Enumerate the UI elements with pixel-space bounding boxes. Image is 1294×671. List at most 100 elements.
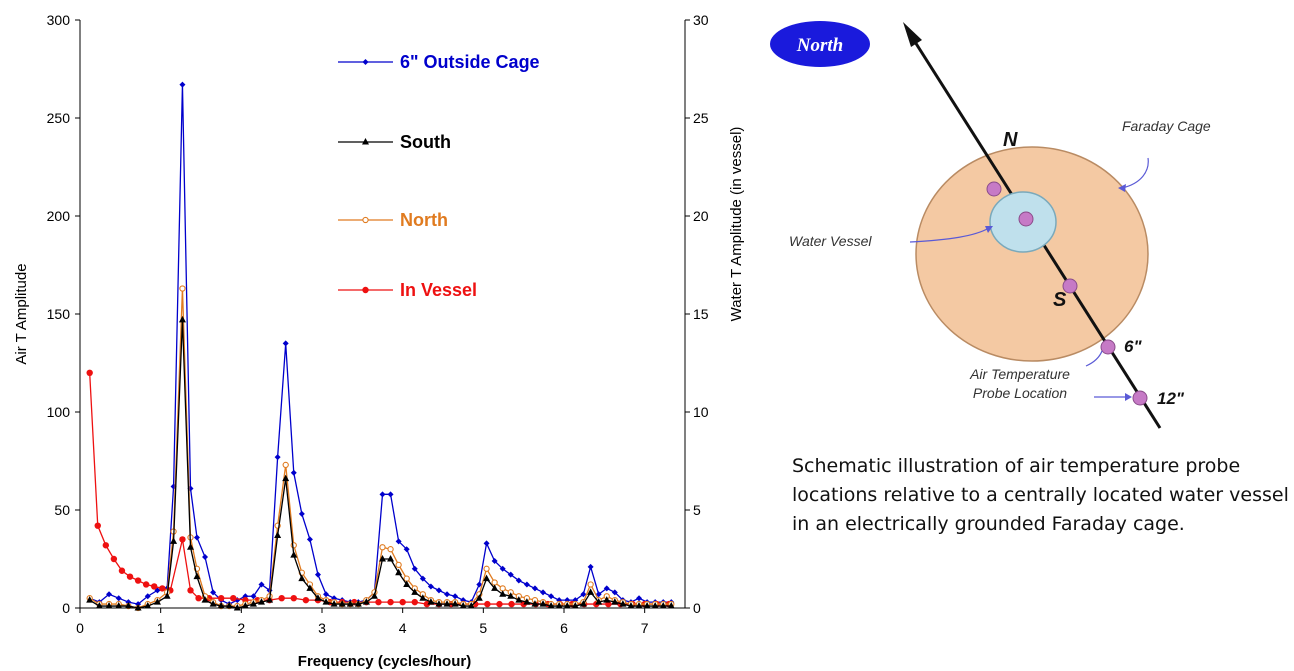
data-point-6-outside-cage (636, 595, 643, 602)
data-point-south (322, 598, 330, 605)
data-point-south (330, 600, 338, 607)
data-point-6-outside-cage (115, 595, 122, 602)
data-point-south (507, 592, 515, 599)
vessel-pointer-head-icon (985, 226, 993, 233)
right-y-tick-label: 0 (693, 600, 701, 616)
data-point-6-outside-cage (452, 593, 459, 600)
data-point-6-outside-cage (210, 589, 217, 596)
data-point-south (153, 598, 161, 605)
n-label: N (1003, 129, 1018, 151)
data-point-6-outside-cage (419, 575, 426, 582)
data-point-in-vessel (126, 573, 134, 580)
data-point-south (563, 602, 571, 609)
data-point-south (571, 602, 579, 609)
x-tick-label: 4 (399, 620, 407, 636)
data-point-6-outside-cage (403, 546, 410, 553)
right-y-tick-label: 20 (693, 208, 709, 224)
data-point-in-vessel (142, 581, 150, 588)
data-point-south (124, 602, 132, 609)
data-point-south (451, 600, 459, 607)
data-point-south (491, 584, 499, 591)
data-point-south (515, 596, 523, 603)
data-point-in-vessel (151, 583, 158, 590)
data-point-6-outside-cage (435, 587, 442, 594)
data-point-south (547, 602, 555, 609)
data-point-south (95, 602, 103, 609)
data-point-south (619, 600, 627, 607)
data-point-in-vessel (302, 596, 310, 604)
data-point-6-outside-cage (395, 538, 402, 545)
data-point-in-vessel (411, 598, 418, 606)
data-point-south (170, 537, 178, 544)
data-point-6-outside-cage (202, 554, 209, 561)
data-point-south (443, 600, 451, 607)
data-point-in-vessel (187, 587, 194, 594)
data-point-6-outside-cage (427, 583, 434, 590)
data-point-south (539, 600, 547, 607)
data-point-south (163, 592, 171, 599)
data-point-in-vessel (179, 536, 186, 543)
data-point-6-outside-cage (476, 581, 483, 588)
data-point-6-outside-cage (483, 540, 490, 547)
data-point-in-vessel (496, 600, 503, 608)
data-point-south (370, 592, 378, 599)
data-point-south (282, 474, 290, 482)
north-arrow-head-icon (903, 22, 922, 47)
legend-marker (362, 286, 369, 294)
right-y-tick-label: 10 (693, 404, 709, 420)
data-point-south (346, 600, 354, 607)
data-point-south (475, 594, 483, 601)
x-tick-label: 7 (641, 620, 649, 636)
data-point-6-outside-cage (515, 577, 522, 584)
data-point-6-outside-cage (106, 591, 113, 598)
data-point-south (611, 598, 619, 605)
right-y-tick-label: 25 (693, 110, 709, 126)
left-y-tick-label: 200 (47, 208, 71, 224)
probe-pointer-6in (1085, 350, 1103, 367)
data-point-6-outside-cage (274, 454, 281, 461)
left-y-tick-label: 50 (54, 502, 70, 518)
data-point-in-vessel (94, 522, 101, 529)
legend-label: North (400, 210, 448, 230)
data-point-6-outside-cage (507, 571, 514, 578)
legend-label: In Vessel (400, 280, 477, 300)
data-point-south (379, 555, 386, 562)
data-point-south (595, 598, 603, 605)
probe-location-label-line1: Air Temperature (969, 366, 1070, 382)
data-point-south (249, 600, 257, 607)
data-point-south (635, 602, 643, 609)
legend-marker (362, 138, 369, 145)
data-point-south (217, 602, 225, 609)
data-point-6-outside-cage (499, 565, 506, 572)
data-point-6-outside-cage (491, 557, 498, 564)
data-point-6-outside-cage (548, 593, 555, 600)
vessel-probe-dot (1018, 211, 1034, 227)
series-line-in-vessel (89, 372, 669, 605)
left-y-axis-label: Air T Amplitude (13, 263, 30, 364)
x-tick-label: 1 (157, 620, 165, 636)
north-badge-label: North (796, 35, 843, 56)
north-badge (770, 21, 870, 67)
data-point-south (467, 602, 475, 609)
probe-location-label-line2: Probe Location (973, 385, 1067, 401)
data-point-south (651, 602, 659, 609)
data-point-in-vessel (134, 577, 142, 584)
data-point-north (483, 565, 490, 572)
data-point-south (667, 602, 675, 609)
data-point-south (178, 315, 186, 323)
data-point-south (290, 551, 298, 558)
data-point-6-outside-cage (595, 591, 602, 598)
data-point-south (523, 598, 531, 605)
data-point-north (387, 546, 394, 553)
data-point-south (233, 604, 241, 611)
data-point-south (144, 602, 152, 609)
probe-pointer-head-icon (1125, 393, 1132, 401)
data-point-in-vessel (399, 598, 406, 606)
data-point-6-outside-cage (444, 591, 451, 598)
data-point-6-outside-cage (306, 536, 313, 543)
data-point-6-outside-cage (587, 563, 594, 570)
data-point-south (419, 594, 427, 601)
x-tick-label: 5 (479, 620, 487, 636)
